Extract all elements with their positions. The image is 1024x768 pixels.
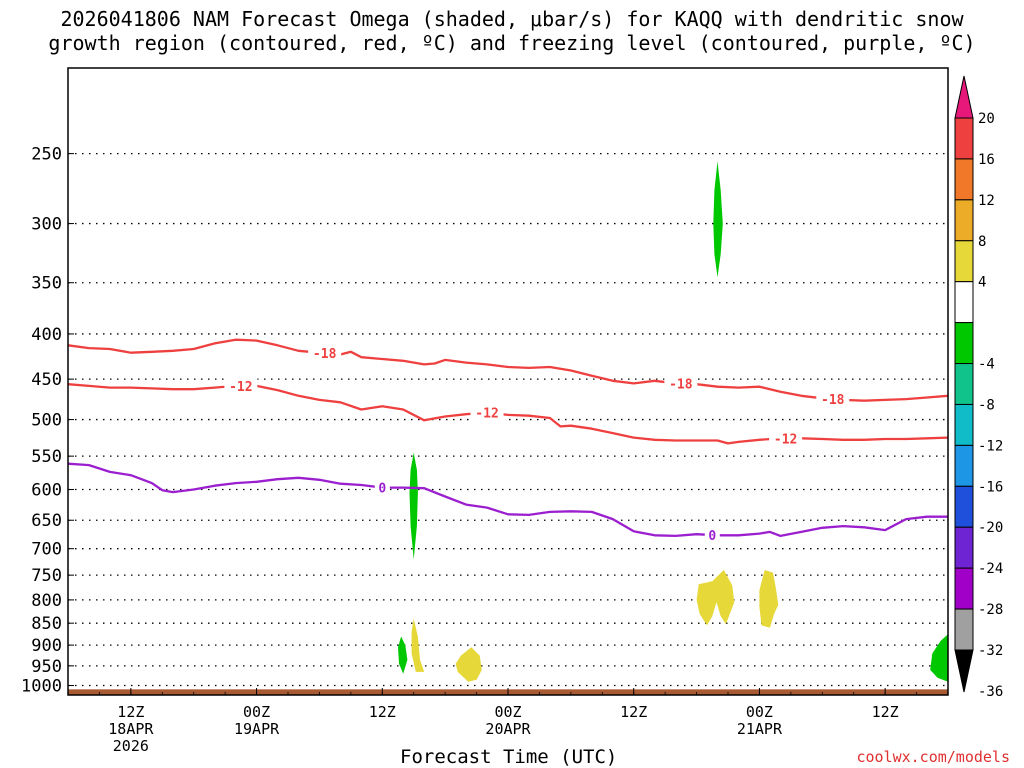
contour-label-bg <box>704 527 720 544</box>
colorbar-swatch <box>954 158 974 201</box>
contour-label-bg <box>374 479 390 496</box>
y-axis: 2503003504004505005506006507007508008509… <box>21 145 74 697</box>
contour-line <box>67 383 949 445</box>
colorbar: 20 16 12 8 4 -4 -8 -12 -16 -20 -24 -28 -32 -36 <box>954 75 1003 700</box>
colorbar-label: 20 <box>978 111 995 127</box>
x-tick-label: 00Z <box>494 703 521 721</box>
colorbar-swatch <box>954 567 974 610</box>
x-tick-label: 20APR <box>485 720 531 738</box>
colorbar-label: -24 <box>978 561 1003 577</box>
y-tick-label: 700 <box>31 540 62 560</box>
colorbar-label: 8 <box>978 234 986 250</box>
contour-label-bg <box>308 345 342 362</box>
omega-shaded-region <box>759 570 779 628</box>
omega-shaded-region <box>409 452 418 560</box>
omega-shaded-region <box>713 161 723 278</box>
colorbar-label: -28 <box>978 602 1003 618</box>
contour-label: -18 <box>669 378 693 393</box>
colorbar-label: -36 <box>978 684 1003 700</box>
contour-label-bg <box>664 375 698 392</box>
contour-label-bg <box>769 430 803 447</box>
x-tick-label: 12Z <box>117 703 144 721</box>
omega-shading <box>398 161 948 682</box>
x-tick-label: 00Z <box>243 703 270 721</box>
colorbar-swatch <box>954 403 974 446</box>
y-tick-label: 750 <box>31 566 62 586</box>
x-tick-label: 18APR <box>108 720 154 738</box>
colorbar-bottom-arrow <box>954 649 974 693</box>
colorbar-swatch <box>954 608 974 651</box>
colorbar-label: -8 <box>978 397 995 413</box>
contour-line <box>67 462 948 538</box>
y-tick-label: 850 <box>31 614 62 634</box>
y-tick-label: 500 <box>31 411 62 431</box>
y-tick-label: 400 <box>31 325 62 345</box>
contour-label: -12 <box>229 380 252 395</box>
colorbar-label: -12 <box>978 438 1003 454</box>
y-tick-label: 250 <box>31 145 62 165</box>
colorbar-swatch <box>954 526 974 569</box>
colorbar-swatch <box>954 444 974 487</box>
colorbar-swatch <box>954 485 974 528</box>
contour-label: 0 <box>378 482 386 497</box>
y-tick-label: 650 <box>31 511 62 531</box>
colorbar-label: 12 <box>978 193 995 209</box>
colorbar-swatch <box>954 322 974 365</box>
plot-frame <box>67 67 949 696</box>
colorbar-label: -16 <box>978 479 1003 495</box>
omega-shaded-region <box>411 618 425 672</box>
y-tick-label: 300 <box>31 215 62 235</box>
contour-line <box>67 338 949 402</box>
colorbar-swatch <box>954 281 974 324</box>
chart-title-line-1: 2026041806 NAM Forecast Omega (shaded, μ… <box>60 7 964 31</box>
x-tick-label: 12Z <box>369 703 396 721</box>
contour-labels: -18 -18 -18 -12 -12 -12 0 0 <box>224 345 850 544</box>
y-tick-label: 550 <box>31 447 62 467</box>
colorbar-swatch <box>954 363 974 405</box>
colorbar-top-arrow <box>954 75 974 119</box>
contour-label-bg <box>816 391 850 408</box>
x-tick-label: 12Z <box>872 703 899 721</box>
omega-shaded-region <box>398 636 408 674</box>
x-tick-label: 00Z <box>746 703 773 721</box>
colorbar-swatch <box>954 240 974 283</box>
colorbar-label: 16 <box>978 152 995 168</box>
y-tick-label: 900 <box>31 636 62 656</box>
contour-label: -12 <box>475 407 498 422</box>
contour-label: 0 <box>708 529 716 544</box>
y-tick-label: 350 <box>31 274 62 294</box>
contour-lines <box>67 338 949 538</box>
contour-label: -18 <box>313 347 337 362</box>
colorbar-label: -32 <box>978 643 1003 659</box>
colorbar-label: 4 <box>978 275 986 291</box>
colorbar-swatch <box>954 117 974 160</box>
y-tick-label: 800 <box>31 591 62 611</box>
x-tick-label: 12Z <box>620 703 647 721</box>
x-axis-title: Forecast Time (UTC) <box>400 746 618 768</box>
chart-title-line-2: growth region (contoured, red, ºC) and f… <box>48 31 976 55</box>
contour-label: -12 <box>774 432 797 447</box>
omega-shaded-region <box>930 634 948 682</box>
contour-label-bg <box>470 404 504 421</box>
colorbar-label: -4 <box>978 357 995 373</box>
omega-shaded-region <box>696 570 735 626</box>
grid <box>68 152 948 687</box>
y-tick-label: 1000 <box>21 677 62 697</box>
x-tick-label: 21APR <box>737 720 783 738</box>
omega-shaded-region <box>455 647 482 682</box>
contour-label-bg <box>224 377 258 394</box>
x-tick-label: 19APR <box>234 720 280 738</box>
credit-link[interactable]: coolwx.com/models <box>856 748 1010 766</box>
y-tick-label: 950 <box>31 657 62 677</box>
x-tick-label: 2026 <box>113 737 149 755</box>
y-tick-label: 450 <box>31 370 62 390</box>
colorbar-label: -20 <box>978 520 1003 536</box>
y-tick-label: 600 <box>31 481 62 501</box>
contour-label: -18 <box>821 393 845 408</box>
colorbar-swatch <box>954 199 974 242</box>
